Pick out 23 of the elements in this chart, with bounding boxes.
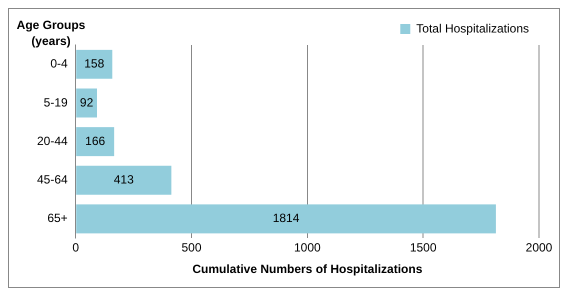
x-tick-label: 1000 <box>294 240 322 255</box>
data-label: 1814 <box>272 211 300 226</box>
y-tick-label: 45-64 <box>36 172 68 187</box>
y-axis-title: Age Groups (years) <box>16 17 86 49</box>
bar <box>76 88 98 118</box>
x-tick-label: 500 <box>182 240 202 255</box>
x-tick-label: 0 <box>72 240 80 255</box>
legend-label: Total Hospitalizations <box>416 21 530 36</box>
y-tick-label: 0-4 <box>50 56 68 71</box>
y-tick-label: 20-44 <box>36 134 68 148</box>
data-label: 158 <box>84 56 105 71</box>
y-tick-label: 65+ <box>47 211 68 226</box>
data-label: 166 <box>85 134 106 148</box>
bar <box>76 166 172 195</box>
data-label: 92 <box>80 95 94 110</box>
x-tick-label: 2000 <box>526 240 553 255</box>
bar <box>76 127 114 156</box>
bar <box>76 204 496 234</box>
bar <box>76 50 112 79</box>
data-label: 413 <box>114 172 134 187</box>
x-axis-title: Cumulative Numbers of Hospitalizations <box>192 262 423 276</box>
x-tick-label: 1500 <box>410 240 437 255</box>
y-tick-label: 5-19 <box>44 95 68 110</box>
